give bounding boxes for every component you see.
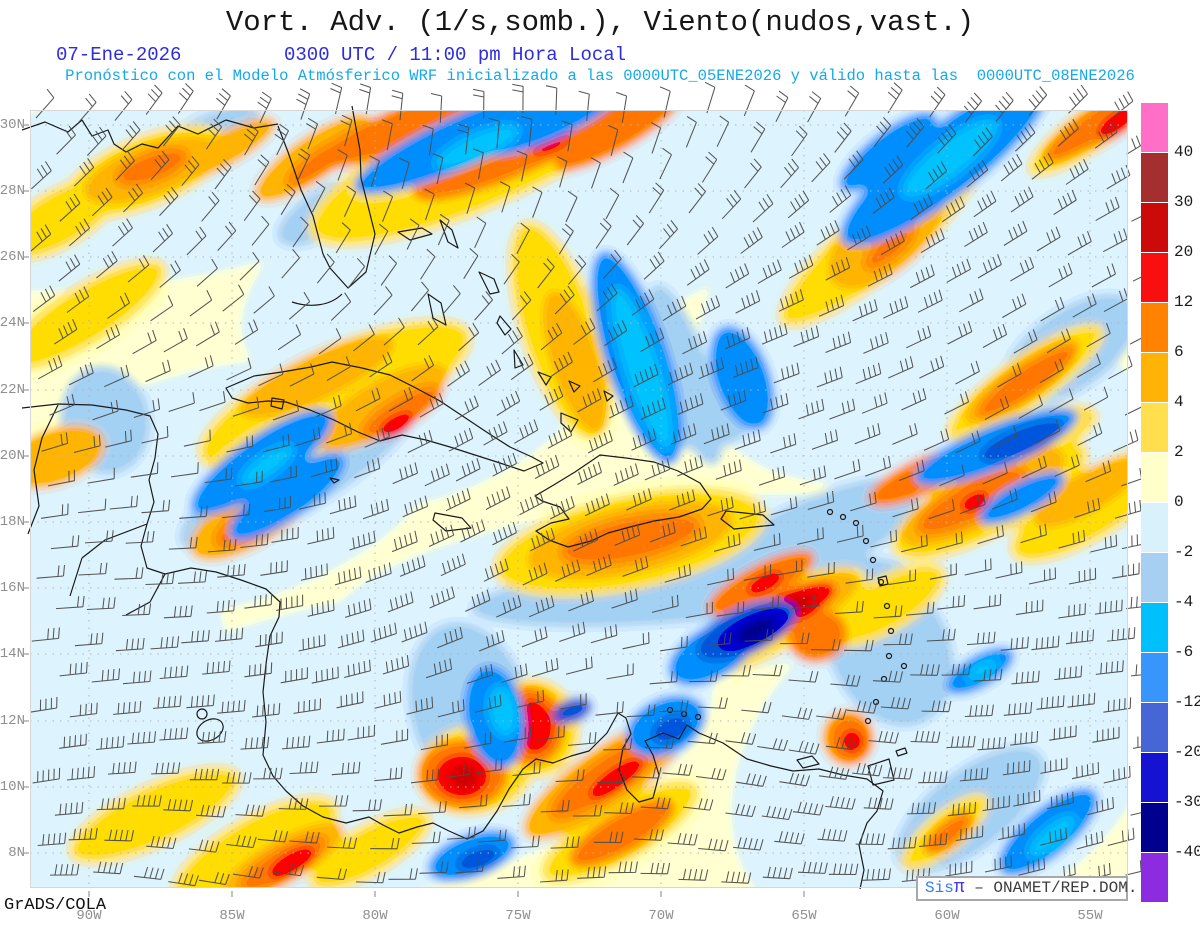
colorbar-segment (1141, 403, 1168, 453)
colorbar-segment (1141, 303, 1168, 353)
colorbar-segment (1141, 853, 1168, 903)
page-title: Vort. Adv. (1/s,somb.), Viento(nudos,vas… (225, 6, 975, 39)
lat-tick-label: 30N (0, 117, 25, 133)
colorbar-segment (1141, 753, 1168, 803)
weather-map-canvas (21, 81, 1161, 897)
onamet-label: – ONAMET/REP.DOM. (964, 879, 1138, 897)
colorbar-tick-label: -20 (1174, 743, 1200, 761)
latitude-axis: 30N 28N 26N 24N 22N 20N 18N 16N 14N 12N 10N 8N (0, 110, 28, 888)
colorbar-tick-label: 40 (1174, 143, 1194, 161)
colorbar-tick-label: -12 (1174, 693, 1200, 711)
lat-tick-label: 16N (0, 580, 25, 596)
lat-tick-label: 24N (0, 315, 25, 331)
colorbar-segment (1141, 603, 1168, 653)
lon-tick-label: 80W (362, 908, 388, 924)
lon-tick-label: 90W (76, 908, 102, 924)
colorbar-segment (1141, 803, 1168, 853)
lon-tick-label: 70W (648, 908, 674, 924)
colorbar-tick-label: -4 (1174, 593, 1194, 611)
colorbar-tick-label: 4 (1174, 393, 1184, 411)
colorbar-tick-label: 6 (1174, 343, 1184, 361)
lon-tick-label: 55W (1077, 908, 1103, 924)
graticule (30, 110, 1128, 888)
lat-tick-label: 26N (0, 249, 25, 265)
colorbar-segment (1141, 203, 1168, 253)
forecast-date-label: 07-Ene-2026 (56, 44, 182, 66)
colorbar-tick-label: -40 (1174, 843, 1200, 861)
colorbar-tick-label: -30 (1174, 793, 1200, 811)
lat-tick-label: 22N (0, 382, 25, 398)
wind-barbs (29, 81, 1161, 887)
lon-tick-label: 75W (505, 908, 531, 924)
lat-tick-label: 12N (0, 713, 25, 729)
lat-tick-label: 8N (8, 845, 25, 861)
colorbar-segment (1141, 453, 1168, 503)
colorbar-tick-label: -2 (1174, 543, 1194, 561)
map-svg (21, 81, 1161, 897)
colorbar-tick-label: 30 (1174, 193, 1194, 211)
lon-tick-label: 65W (791, 908, 817, 924)
colorbar-tick-label: 0 (1174, 493, 1184, 511)
colorbar (1141, 103, 1168, 903)
lon-tick-label: 85W (219, 908, 245, 924)
colorbar-segment (1141, 503, 1168, 553)
onamet-credit-box: Sisπ – ONAMET/REP.DOM. (916, 876, 1137, 901)
colorbar-segment (1141, 653, 1168, 703)
colorbar-tick-label: 2 (1174, 443, 1184, 461)
lat-tick-label: 18N (0, 514, 25, 530)
colorbar-segment (1141, 553, 1168, 603)
longitude-axis: 90W 85W 80W 75W 70W 65W 60W 55W (30, 903, 1128, 923)
colorbar-segment (1141, 353, 1168, 403)
coastlines (21, 105, 908, 890)
colorbar-segment (1141, 103, 1168, 153)
lat-tick-label: 28N (0, 183, 25, 199)
colorbar-segment (1141, 703, 1168, 753)
lon-tick-label: 60W (934, 908, 960, 924)
colorbar-tick-label: -6 (1174, 643, 1194, 661)
model-subtitle: Pronóstico con el Modelo Atmósferico WRF… (65, 67, 1135, 85)
colorbar-segment (1141, 153, 1168, 203)
sis-label: Sis (925, 879, 954, 897)
pi-symbol: π (953, 878, 965, 898)
lat-tick-label: 10N (0, 779, 25, 795)
forecast-time-label: 0300 UTC / 11:00 pm Hora Local (284, 44, 627, 66)
colorbar-tick-label: 12 (1174, 293, 1194, 311)
colorbar-segment (1141, 253, 1168, 303)
lat-tick-label: 20N (0, 448, 25, 464)
grads-credit: GrADS/COLA (4, 896, 107, 915)
lat-tick-label: 14N (0, 646, 25, 662)
colorbar-tick-label: 20 (1174, 243, 1194, 261)
